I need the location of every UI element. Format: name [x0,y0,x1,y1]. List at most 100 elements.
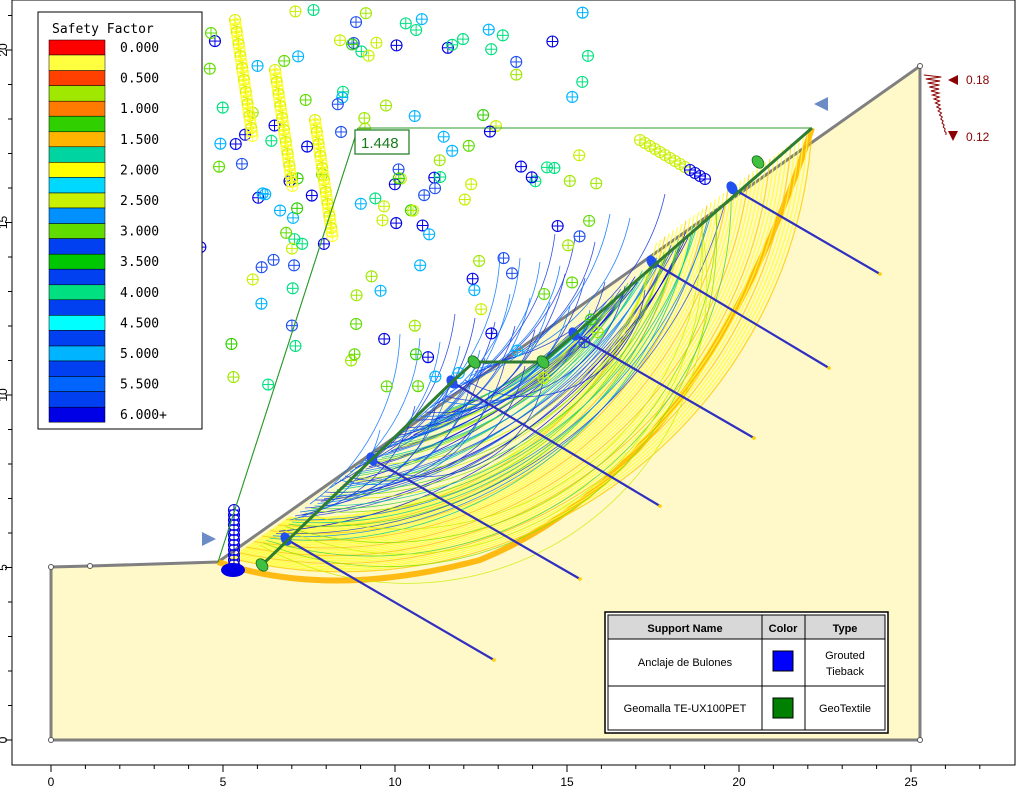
slip-center-marker[interactable] [415,13,428,26]
slip-center-marker[interactable] [285,242,299,255]
slip-center-marker[interactable] [409,348,423,361]
slip-center-marker[interactable] [239,128,252,141]
vertex[interactable] [48,737,54,743]
slip-center-marker[interactable] [346,38,359,51]
slip-center-marker[interactable] [583,214,596,227]
slip-center-marker[interactable] [482,23,495,36]
slip-center-marker[interactable] [292,50,305,63]
slip-center-marker[interactable] [289,339,302,353]
slip-center-marker[interactable] [456,33,470,46]
slip-center-marker[interactable] [465,178,478,191]
slip-center-marker[interactable] [214,137,227,150]
slip-center-marker[interactable] [216,101,229,114]
slip-center-marker[interactable] [446,144,459,157]
slip-center-marker[interactable] [591,326,604,339]
slip-center-marker[interactable] [505,267,519,280]
slip-center-marker[interactable] [326,229,339,243]
slip-center-marker[interactable] [538,287,551,301]
vertex[interactable] [917,63,923,69]
slip-center-marker[interactable] [305,189,318,202]
slip-center-marker[interactable] [255,261,268,274]
slip-center-marker[interactable] [433,154,446,167]
slip-center-marker[interactable] [204,26,218,40]
slip-center-marker[interactable] [299,93,312,106]
slip-center-marker[interactable] [348,348,361,361]
slip-center-marker[interactable] [573,149,586,162]
slip-center-marker[interactable] [546,35,559,48]
slip-center-marker[interactable] [496,29,509,42]
slip-center-marker[interactable] [562,239,575,252]
slip-center-marker[interactable] [390,39,403,52]
slip-center-marker[interactable] [369,192,382,205]
slip-center-marker[interactable] [510,55,523,68]
critical-sf-box[interactable]: 1.448 [354,129,410,155]
slip-center-marker[interactable] [410,23,423,37]
slip-center-marker[interactable] [256,187,269,200]
right-limit-marker[interactable] [814,97,828,111]
vertex[interactable] [917,737,923,743]
slip-center-marker[interactable] [286,179,299,193]
slip-center-marker[interactable] [514,160,528,173]
slip-center-marker[interactable] [251,59,264,72]
slip-center-marker[interactable] [510,68,523,81]
slip-center-marker[interactable] [406,204,420,217]
slip-center-marker[interactable] [525,171,538,184]
slip-center-marker[interactable] [374,284,387,297]
slip-center-marker[interactable] [485,327,498,340]
slip-center-marker[interactable] [289,5,302,18]
slip-center-marker[interactable] [365,270,378,283]
slip-center-marker[interactable] [428,182,442,195]
slip-center-marker[interactable] [359,7,372,20]
slip-center-marker[interactable] [227,371,240,384]
slip-center-marker[interactable] [390,217,403,230]
slip-center-marker[interactable] [399,17,412,30]
slip-center-marker[interactable] [350,289,363,302]
slip-center-marker[interactable] [349,16,363,29]
slip-center-marker[interactable] [485,43,498,56]
slip-center-marker[interactable] [265,134,278,147]
slip-center-marker[interactable] [301,140,314,153]
slip-center-marker[interactable] [291,202,304,215]
slip-center-marker[interactable] [446,38,459,51]
slip-center-marker[interactable] [379,99,393,112]
slip-center-marker[interactable] [566,276,579,289]
slip-center-marker[interactable] [421,351,435,364]
slip-center-marker[interactable] [418,189,431,202]
slip-center-marker[interactable] [287,259,301,272]
slip-center-marker[interactable] [429,370,442,383]
slip-center-marker[interactable] [468,284,481,297]
slip-center-marker[interactable] [392,172,405,185]
left-limit-marker[interactable] [202,532,216,546]
slip-center-marker[interactable] [563,174,576,188]
slip-center-marker[interactable] [590,177,603,190]
slip-center-marker[interactable] [345,354,358,367]
slip-center-marker[interactable] [414,259,427,272]
slip-center-marker[interactable] [358,112,371,125]
slip-center-marker[interactable] [416,219,429,232]
slip-center-marker[interactable] [377,200,391,213]
slip-center-marker[interactable] [408,109,421,123]
slip-center-marker[interactable] [540,161,554,174]
slip-center-marker[interactable] [698,172,712,186]
slip-center-marker[interactable] [333,34,347,47]
slip-center-marker[interactable] [225,337,238,351]
slip-center-marker[interactable] [246,273,259,286]
slip-center-marker[interactable] [566,90,579,103]
slip-center-marker[interactable] [434,170,447,184]
slip-center-marker[interactable] [235,157,248,170]
slip-center-marker[interactable] [423,228,436,241]
slip-center-marker[interactable] [280,226,293,239]
slip-center-marker[interactable] [573,230,586,243]
slip-center-marker[interactable] [262,378,275,391]
tieback-bolt[interactable] [285,538,495,661]
slip-center-marker[interactable] [278,54,291,67]
slip-center-marker[interactable] [537,371,550,385]
slip-center-marker[interactable] [576,75,589,88]
slip-center-marker[interactable] [581,49,595,62]
slip-center-marker[interactable] [380,380,393,393]
tieback-bolt[interactable] [371,458,581,580]
slip-center-marker[interactable] [411,380,425,393]
slip-center-marker[interactable] [296,237,309,250]
slip-center-marker[interactable] [362,49,375,62]
